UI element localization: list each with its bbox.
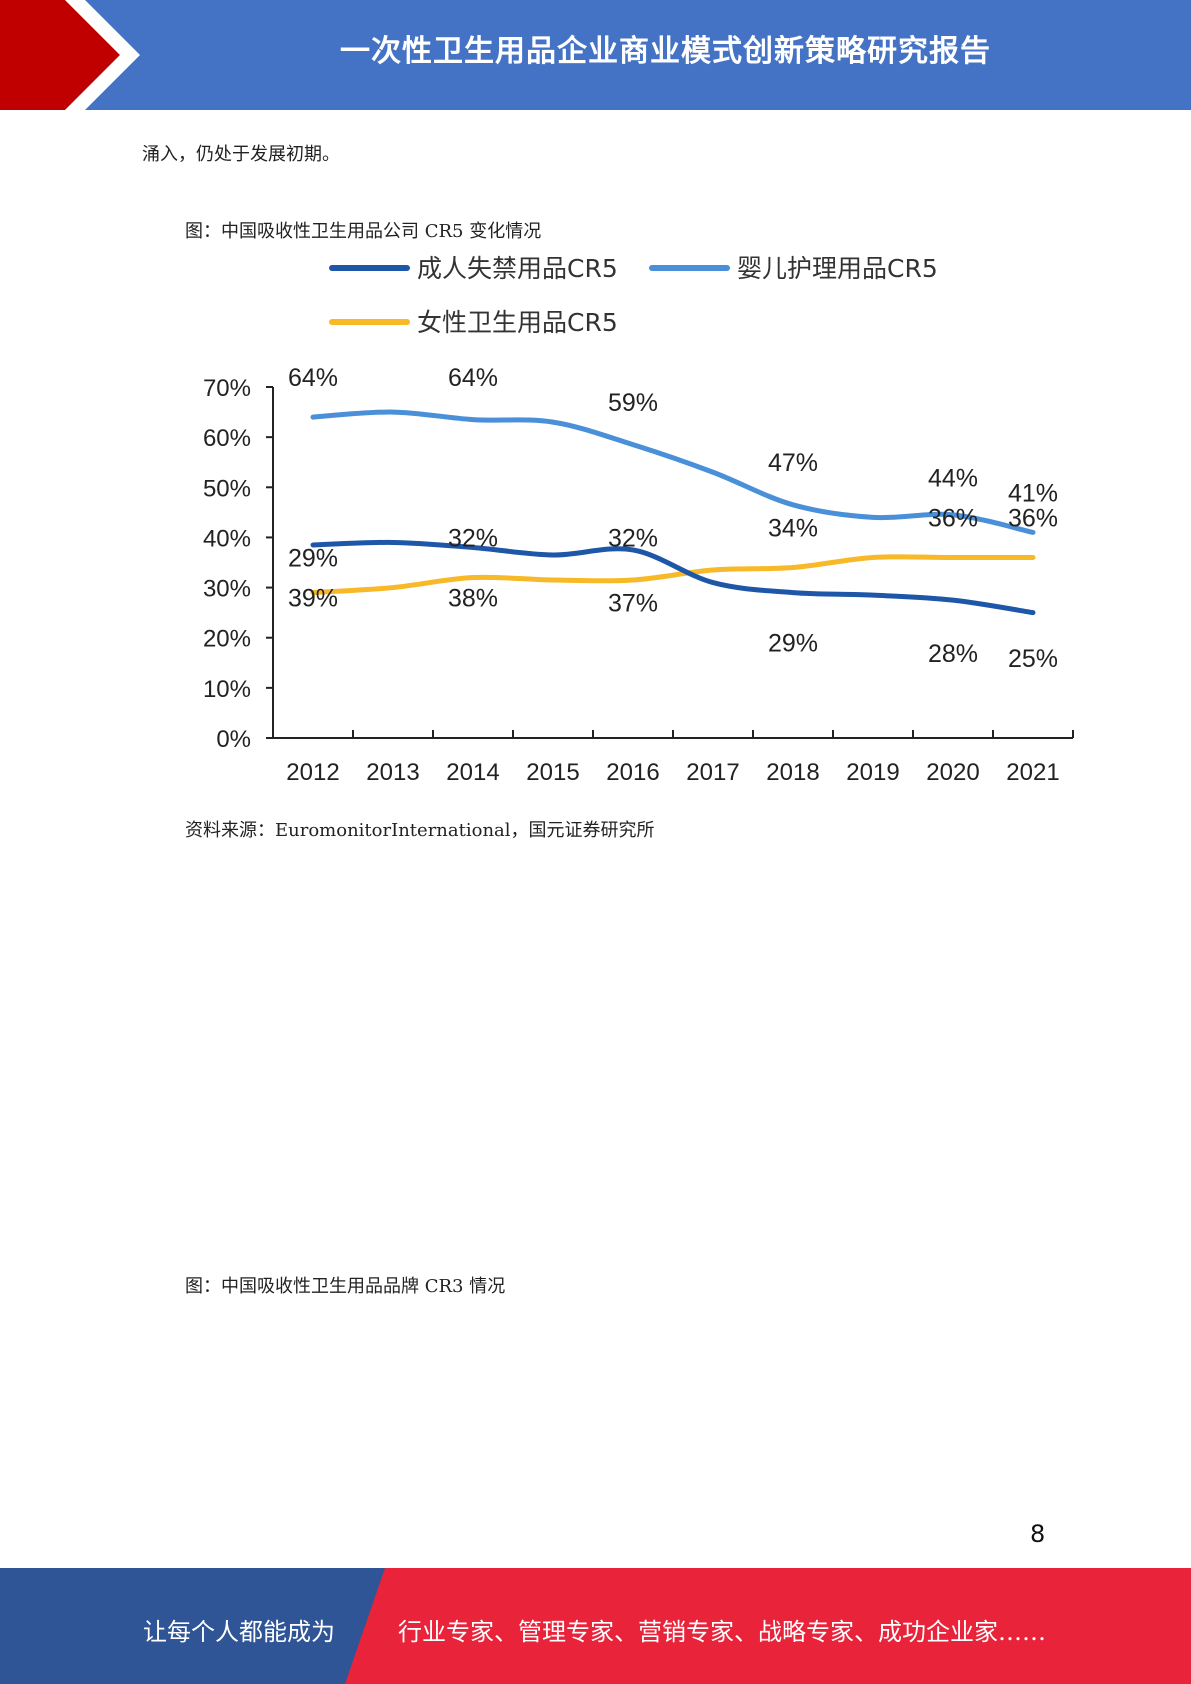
data-label: 64% <box>448 364 498 392</box>
figure-1-source: 资料来源：EuromonitorInternational，国元证券研究所 <box>185 820 655 841</box>
footer-slogan-right: 行业专家、管理专家、营销专家、战略专家、成功企业家…… <box>398 1618 1046 1646</box>
series-line-2 <box>310 409 1036 535</box>
x-tick-label: 2015 <box>526 759 579 786</box>
data-label: 29% <box>288 544 338 572</box>
data-label: 47% <box>768 449 818 477</box>
series-line-1 <box>310 539 1036 616</box>
page-number: 8 <box>1030 1520 1046 1548</box>
y-tick-label: 50% <box>203 475 251 502</box>
footer-slogan-left: 让每个人都能成为 <box>143 1618 335 1646</box>
legend-label: 成人失禁用品CR5 <box>417 254 618 283</box>
x-tick-label: 2013 <box>366 759 419 786</box>
x-tick-label: 2019 <box>846 759 899 786</box>
data-label: 25% <box>1008 645 1058 673</box>
x-tick-label: 2012 <box>286 759 339 786</box>
figure-1-caption: 图：中国吸收性卫生用品公司 CR5 变化情况 <box>185 221 542 242</box>
x-tick-label: 2018 <box>766 759 819 786</box>
x-tick-label: 2021 <box>1006 759 1059 786</box>
y-tick-label: 40% <box>203 525 251 552</box>
x-tick-label: 2016 <box>606 759 659 786</box>
y-tick-label: 10% <box>203 676 251 703</box>
data-label: 38% <box>448 585 498 613</box>
data-label: 32% <box>608 524 658 552</box>
x-tick-label: 2020 <box>926 759 979 786</box>
data-label: 34% <box>768 514 818 542</box>
data-label: 37% <box>608 590 658 618</box>
header-arrow-logo <box>0 0 140 110</box>
legend-label: 女性卫生用品CR5 <box>417 308 618 337</box>
figure-2-caption: 图：中国吸收性卫生用品品牌 CR3 情况 <box>185 1276 506 1297</box>
data-label: 29% <box>768 630 818 658</box>
footer-left-panel <box>0 1568 385 1684</box>
data-label: 59% <box>608 389 658 417</box>
y-tick-label: 60% <box>203 425 251 452</box>
data-label: 36% <box>928 504 978 532</box>
intro-paragraph: 涌入，仍处于发展初期。 <box>142 144 340 165</box>
y-tick-label: 0% <box>216 726 251 753</box>
data-label: 64% <box>288 364 338 392</box>
legend-label: 婴儿护理用品CR5 <box>737 254 938 283</box>
y-tick-label: 70% <box>203 375 251 402</box>
x-tick-label: 2014 <box>446 759 499 786</box>
y-tick-label: 20% <box>203 626 251 653</box>
data-label: 44% <box>928 464 978 492</box>
x-tick-label: 2017 <box>686 759 739 786</box>
report-footer: 让每个人都能成为 行业专家、管理专家、营销专家、战略专家、成功企业家…… <box>0 1568 1191 1684</box>
series-line-3 <box>310 554 1036 596</box>
data-label: 32% <box>448 524 498 552</box>
data-label: 39% <box>288 585 338 613</box>
cr5-line-chart: 成人失禁用品CR5 婴儿护理用品CR5 女性卫生用品CR5 0% 10% 20% 30% 40… <box>180 250 1090 795</box>
data-label: 28% <box>928 640 978 668</box>
report-header: 一次性卫生用品企业商业模式创新策略研究报告 <box>0 0 1191 110</box>
data-label: 41% <box>1008 479 1058 507</box>
data-label: 36% <box>1008 504 1058 532</box>
y-tick-label: 30% <box>203 576 251 603</box>
report-title: 一次性卫生用品企业商业模式创新策略研究报告 <box>340 34 991 69</box>
chart-canvas: 成人失禁用品CR5 婴儿护理用品CR5 女性卫生用品CR5 0% 10% 20% 30% 40… <box>203 254 1074 786</box>
